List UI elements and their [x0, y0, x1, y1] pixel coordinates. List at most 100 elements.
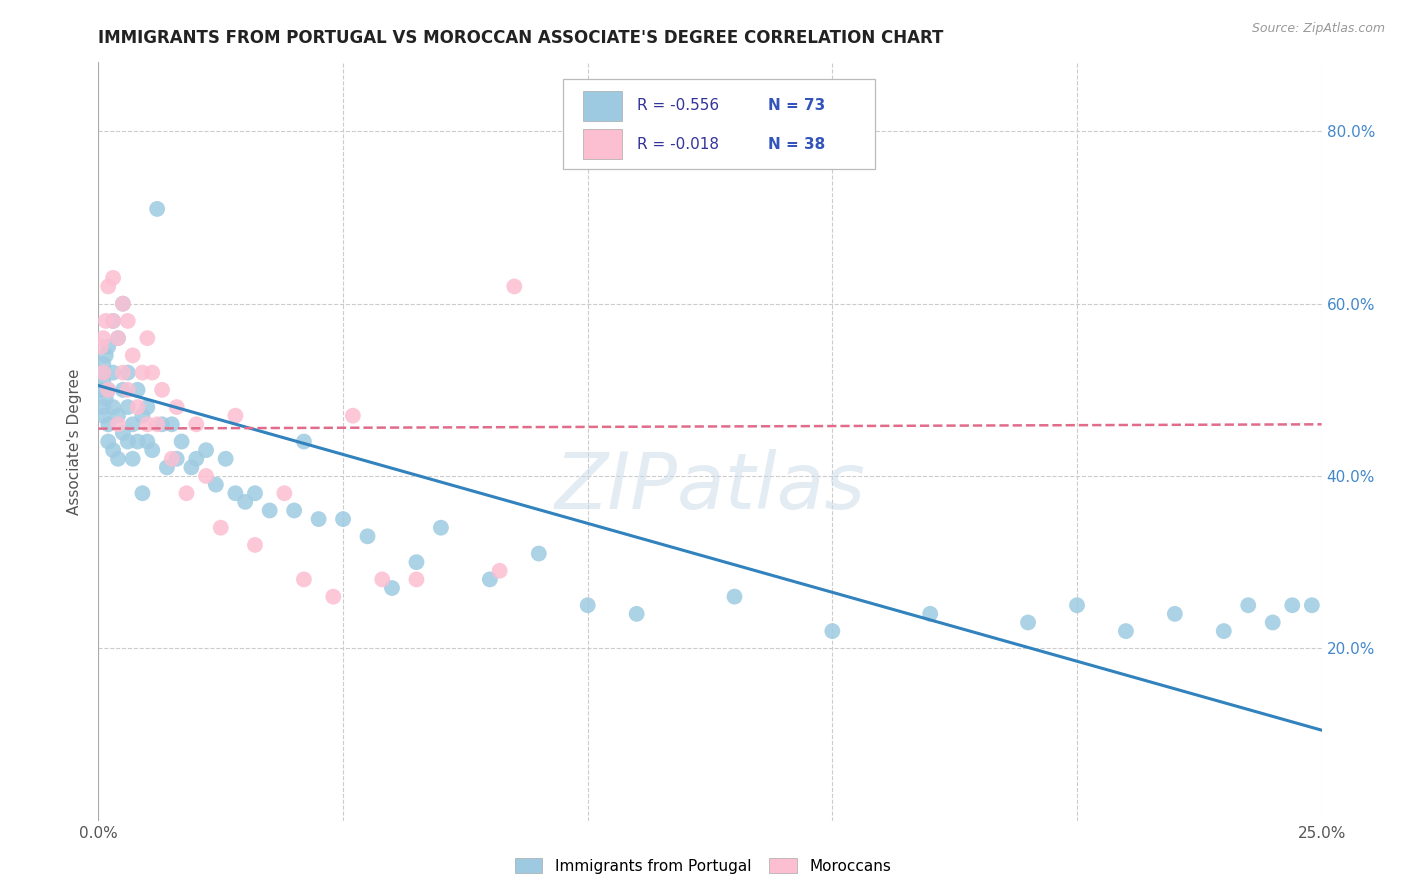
Point: [127, 400, 149, 414]
Text: R = -0.018: R = -0.018: [637, 136, 718, 152]
Point: [91, 366, 114, 380]
Point: [97, 279, 120, 293]
Point: [91, 331, 114, 345]
Point: [1017, 615, 1039, 630]
Point: [821, 624, 844, 639]
Point: [121, 451, 143, 466]
Point: [101, 443, 124, 458]
Point: [141, 366, 163, 380]
Point: [243, 486, 266, 500]
Point: [1237, 599, 1260, 613]
Point: [150, 417, 173, 432]
FancyBboxPatch shape: [583, 129, 621, 160]
Point: [90, 383, 112, 397]
Point: [131, 366, 153, 380]
Point: [1261, 615, 1284, 630]
Point: [342, 409, 364, 423]
Point: [180, 460, 202, 475]
Point: [101, 314, 124, 328]
Point: [111, 425, 134, 440]
Point: [332, 512, 354, 526]
Point: [503, 279, 526, 293]
Point: [136, 400, 159, 414]
Point: [141, 443, 163, 458]
Point: [146, 202, 169, 216]
Point: [1212, 624, 1234, 639]
Point: [97, 340, 120, 354]
Point: [308, 512, 330, 526]
Point: [107, 417, 129, 432]
Point: [1301, 599, 1323, 613]
Point: [117, 383, 139, 397]
Point: [160, 417, 183, 432]
Point: [166, 400, 188, 414]
Legend: Immigrants from Portugal, Moroccans: Immigrants from Portugal, Moroccans: [509, 852, 897, 880]
Point: [131, 409, 153, 423]
Point: [121, 417, 143, 432]
Point: [107, 409, 129, 423]
Point: [214, 451, 236, 466]
Text: IMMIGRANTS FROM PORTUGAL VS MOROCCAN ASSOCIATE'S DEGREE CORRELATION CHART: IMMIGRANTS FROM PORTUGAL VS MOROCCAN ASS…: [98, 29, 943, 47]
Point: [166, 451, 188, 466]
Point: [97, 383, 120, 397]
Point: [273, 486, 295, 500]
Text: ZIPatlas: ZIPatlas: [554, 449, 866, 525]
Text: Source: ZipAtlas.com: Source: ZipAtlas.com: [1251, 22, 1385, 36]
Point: [322, 590, 344, 604]
Point: [381, 581, 404, 595]
Point: [356, 529, 378, 543]
Point: [405, 573, 427, 587]
Point: [90, 340, 112, 354]
Point: [233, 495, 256, 509]
Point: [186, 417, 208, 432]
Text: N = 73: N = 73: [768, 98, 825, 113]
Point: [920, 607, 942, 621]
Point: [488, 564, 510, 578]
Point: [107, 451, 129, 466]
Point: [209, 521, 232, 535]
Point: [131, 486, 153, 500]
Point: [91, 357, 114, 371]
Point: [723, 590, 745, 604]
Point: [205, 477, 228, 491]
Point: [91, 366, 114, 380]
Point: [224, 409, 246, 423]
Point: [111, 366, 134, 380]
Text: R = -0.556: R = -0.556: [637, 98, 718, 113]
Point: [107, 331, 129, 345]
Point: [176, 486, 198, 500]
FancyBboxPatch shape: [564, 79, 875, 169]
Point: [101, 270, 124, 285]
Point: [107, 331, 129, 345]
Point: [405, 555, 427, 569]
Point: [1164, 607, 1187, 621]
Text: N = 38: N = 38: [768, 136, 825, 152]
Point: [259, 503, 281, 517]
Point: [117, 400, 139, 414]
Point: [136, 331, 159, 345]
Point: [283, 503, 305, 517]
Point: [97, 383, 120, 397]
Point: [111, 383, 134, 397]
Point: [430, 521, 453, 535]
Point: [117, 366, 139, 380]
Point: [97, 417, 120, 432]
Point: [1066, 599, 1088, 613]
Point: [117, 434, 139, 449]
Point: [195, 443, 218, 458]
Point: [150, 383, 173, 397]
Point: [136, 417, 159, 432]
Y-axis label: Associate's Degree: Associate's Degree: [67, 368, 83, 515]
Point: [243, 538, 266, 552]
Point: [97, 434, 120, 449]
Point: [111, 296, 134, 310]
Point: [195, 469, 218, 483]
Point: [117, 314, 139, 328]
Point: [1115, 624, 1137, 639]
Point: [91, 400, 114, 414]
Point: [146, 417, 169, 432]
Point: [292, 573, 315, 587]
Point: [101, 314, 124, 328]
Point: [626, 607, 648, 621]
Point: [136, 434, 159, 449]
